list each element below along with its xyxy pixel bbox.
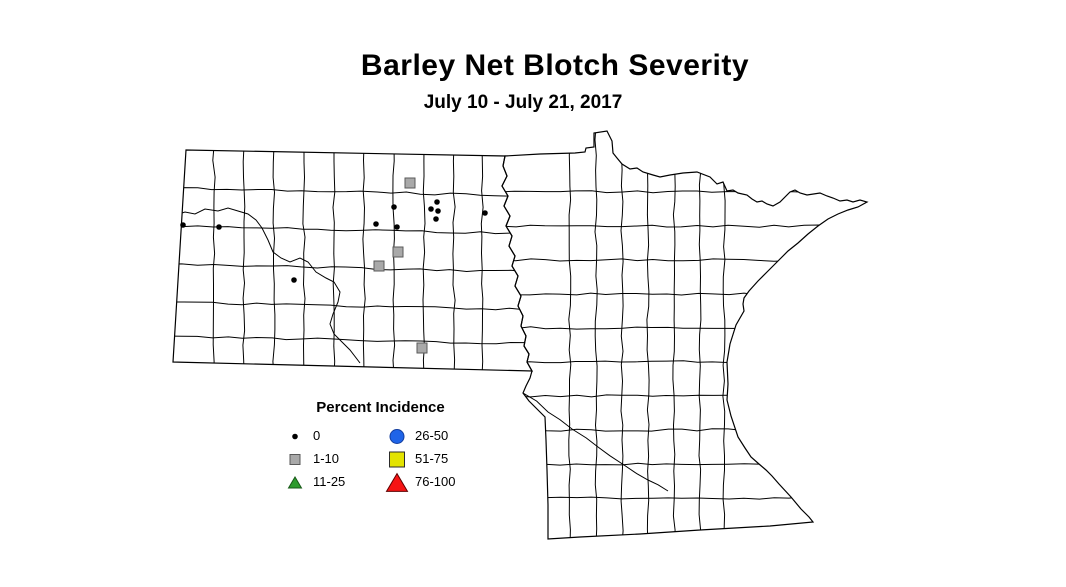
north-dakota-county-lines — [173, 150, 532, 371]
county-boundary-line — [480, 150, 484, 371]
legend-item-11-25: 11-25 — [283, 470, 371, 493]
map-marker-1-10 — [416, 342, 428, 354]
legend-marker-icon — [287, 475, 303, 489]
map-marker-0 — [391, 204, 397, 210]
county-boundary-line — [302, 150, 306, 371]
county-boundary-line — [173, 335, 532, 345]
county-boundary-line — [502, 190, 867, 194]
legend-title: Percent Incidence — [316, 399, 445, 416]
map-marker-0 — [216, 224, 222, 230]
county-boundary-line — [173, 263, 532, 273]
county-boundary-line — [173, 187, 532, 197]
county-boundary-line — [502, 292, 867, 296]
map-marker-0 — [180, 222, 186, 228]
county-boundary-line — [620, 131, 624, 539]
county-boundary-line — [392, 150, 396, 371]
county-boundary-line — [242, 150, 246, 371]
legend-item-label: 11-25 — [313, 474, 346, 489]
map-marker-0 — [434, 199, 440, 205]
map-marker-1-10 — [373, 260, 385, 272]
legend-item-label: 76-100 — [415, 474, 456, 489]
minnesota-outline — [501, 130, 869, 540]
county-boundary-line — [522, 392, 669, 492]
map-marker-0 — [394, 224, 400, 230]
map-marker-0 — [435, 208, 441, 214]
county-boundary-line — [502, 326, 867, 330]
map-subtitle: July 10 - July 21, 2017 — [423, 92, 623, 113]
county-boundary-line — [173, 301, 532, 311]
county-boundary-line — [212, 150, 216, 371]
county-boundary-line — [173, 225, 532, 236]
legend-item-label: 51-75 — [415, 451, 449, 466]
legend-item-1-10: 1-10 — [283, 447, 371, 470]
county-boundary-line — [502, 496, 867, 500]
map-marker-0 — [373, 221, 379, 227]
map-marker-0 — [291, 277, 297, 283]
map-marker-1-10 — [392, 246, 404, 258]
county-boundary-line — [502, 394, 867, 398]
legend-item-label: 0 — [313, 428, 321, 443]
county-boundary-line — [173, 207, 361, 364]
county-boundary-line — [698, 131, 702, 539]
legend-marker-icon — [385, 472, 409, 492]
legend-item-26-50: 26-50 — [371, 424, 478, 447]
legend-marker-icon — [292, 433, 298, 439]
map-markers — [180, 177, 488, 354]
legend-item-label: 26-50 — [415, 428, 449, 443]
county-boundary-line — [272, 150, 276, 371]
legend-marker-icon — [289, 453, 301, 465]
north-dakota-outline — [172, 149, 534, 372]
county-boundary-line — [722, 131, 726, 539]
legend-item-0: 0 — [283, 424, 371, 447]
legend-marker-icon — [389, 451, 405, 467]
county-boundary-line — [502, 462, 867, 466]
legend-marker-icon — [389, 428, 405, 444]
county-boundary-line — [422, 150, 426, 371]
legend: Percent Incidence 0 1-10 11-25 26-50 51-75 76… — [283, 399, 478, 493]
legend-item-76-100: 76-100 — [371, 470, 478, 493]
county-boundary-line — [502, 224, 867, 228]
county-boundary-line — [502, 258, 867, 262]
county-boundary-line — [452, 150, 456, 371]
county-boundary-line — [646, 131, 650, 539]
legend-item-label: 1-10 — [313, 451, 340, 466]
legend-items: 0 1-10 11-25 26-50 51-75 76-100 — [283, 424, 478, 493]
map-marker-0 — [428, 206, 434, 212]
map-marker-1-10 — [404, 177, 416, 189]
county-boundary-line — [332, 150, 336, 371]
map-title: Barley Net Blotch Severity — [360, 49, 750, 82]
map-marker-0 — [433, 216, 439, 222]
county-boundary-line — [502, 428, 867, 432]
county-boundary-line — [362, 150, 366, 371]
map-marker-0 — [482, 210, 488, 216]
county-boundary-line — [594, 131, 598, 539]
minnesota-county-lines — [502, 131, 867, 539]
county-boundary-line — [672, 131, 676, 539]
legend-item-51-75: 51-75 — [371, 447, 478, 470]
county-boundary-line — [502, 360, 867, 364]
county-boundary-line — [568, 131, 572, 539]
